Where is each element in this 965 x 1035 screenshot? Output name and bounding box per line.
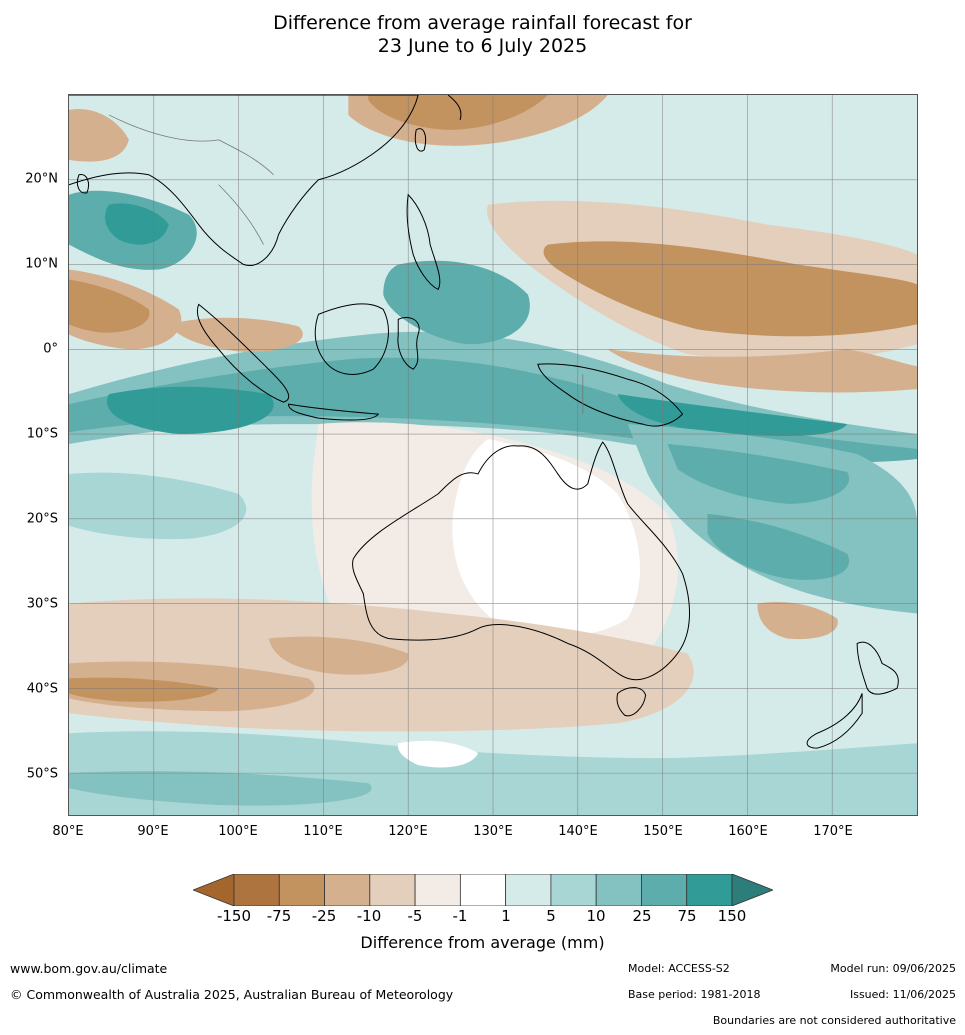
- graticule: [69, 95, 917, 815]
- sri-lanka-coastline: [76, 174, 90, 194]
- map-title-line1: Difference from average rainfall forecas…: [273, 12, 692, 34]
- lon-label-120e: 120°E: [388, 824, 428, 839]
- legend-swatch: [324, 874, 371, 906]
- north-island-nz-coastline: [856, 641, 899, 695]
- australia-coastline: [352, 441, 690, 681]
- legend-tick: 1: [501, 907, 511, 925]
- legend-title: Difference from average (mm): [360, 933, 605, 952]
- lat-label-30s: 30°S: [26, 596, 58, 612]
- legend-swatch: [505, 874, 552, 906]
- legend-swatch: [641, 874, 688, 906]
- new-guinea-coastline: [537, 363, 684, 427]
- copyright-text: © Commonwealth of Australia 2025, Austra…: [10, 987, 454, 1002]
- legend-swatch: [369, 874, 416, 906]
- lon-label-130e: 130°E: [473, 824, 513, 839]
- lon-label-80e: 80°E: [52, 824, 84, 839]
- sumatra-coastline: [197, 303, 290, 403]
- lon-label-160e: 160°E: [728, 824, 768, 839]
- lon-label-140e: 140°E: [558, 824, 598, 839]
- asia-mainland-coastline: [69, 95, 419, 266]
- lat-label-20n: 20°N: [25, 171, 58, 187]
- coastlines: [69, 95, 899, 749]
- legend-swatch: [686, 874, 733, 906]
- legend-tick: 5: [546, 907, 556, 925]
- taiwan-coastline: [414, 128, 427, 152]
- lat-label-10n: 10°N: [25, 256, 58, 272]
- legend-tick: 150: [717, 907, 747, 925]
- legend-tick: -75: [266, 907, 292, 925]
- issued-text: Issued: 11/06/2025: [849, 988, 956, 1001]
- colorbar-legend: [193, 874, 773, 906]
- legend-tick: -25: [311, 907, 337, 925]
- rainfall-anomaly-map: [68, 94, 918, 816]
- legend-tick: -1: [452, 907, 468, 925]
- lat-label-20s: 20°S: [26, 511, 58, 527]
- legend-tick: -150: [216, 907, 252, 925]
- lon-label-170e: 170°E: [813, 824, 853, 839]
- borneo-coastline: [314, 303, 389, 375]
- national-boundaries: [108, 114, 584, 415]
- website-link[interactable]: www.bom.gov.au/climate: [10, 961, 168, 976]
- lon-label-90e: 90°E: [137, 824, 169, 839]
- legend-arrow-high: [731, 874, 773, 906]
- lat-label-10s: 10°S: [26, 426, 58, 442]
- map-title-line2: 23 June to 6 July 2025: [377, 35, 588, 57]
- legend-tick: 10: [586, 907, 606, 925]
- base-period-text: Base period: 1981-2018: [628, 988, 761, 1001]
- tasmania-coastline: [616, 687, 647, 717]
- lat-label-40s: 40°S: [26, 681, 58, 697]
- lon-label-100e: 100°E: [218, 824, 258, 839]
- legend-tick: -10: [356, 907, 382, 925]
- legend-swatch: [550, 874, 597, 906]
- legend-tick: 25: [632, 907, 652, 925]
- model-run-text: Model run: 09/06/2025: [830, 962, 956, 975]
- legend-swatch: [278, 874, 325, 906]
- legend-swatch: [459, 874, 507, 906]
- legend-arrow-low: [193, 874, 235, 906]
- sulawesi-coastline: [397, 317, 420, 370]
- legend-swatch: [414, 874, 461, 906]
- legend-tick: 75: [677, 907, 697, 925]
- lon-label-150e: 150°E: [643, 824, 683, 839]
- lat-label-0: 0°: [43, 341, 58, 357]
- disclaimer-text: Boundaries are not considered authoritat…: [712, 1014, 956, 1027]
- lat-label-50s: 50°S: [26, 766, 58, 782]
- legend-swatch: [595, 874, 642, 906]
- japan-coastline: [447, 95, 462, 121]
- model-text: Model: ACCESS-S2: [628, 962, 730, 975]
- legend-tick: -5: [407, 907, 423, 925]
- legend-swatch: [233, 874, 280, 906]
- java-coastline: [287, 403, 380, 421]
- south-island-nz-coastline: [806, 693, 863, 749]
- lon-label-110e: 110°E: [303, 824, 343, 839]
- philippines-coastline: [406, 193, 441, 291]
